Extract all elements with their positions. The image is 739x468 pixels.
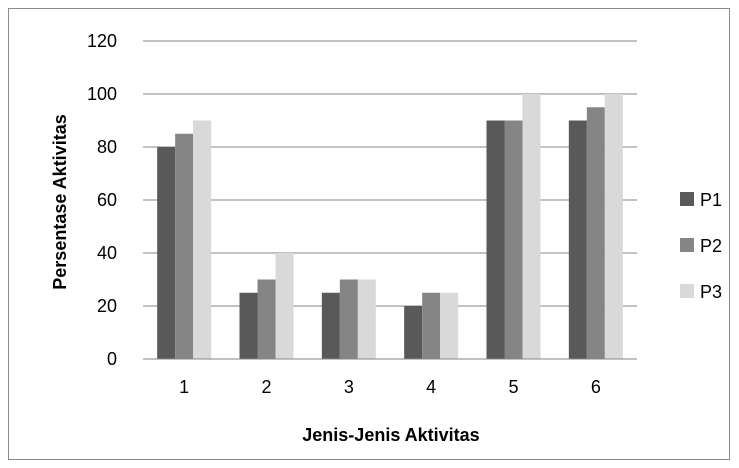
y-tick-label: 120: [87, 31, 117, 51]
bar-P3-3: [357, 279, 376, 359]
y-tick-label: 80: [97, 137, 117, 157]
bar-P2-6: [586, 107, 605, 359]
legend-swatch-P1: [680, 192, 694, 206]
bar-P1-2: [239, 292, 258, 359]
bar-P1-4: [404, 306, 423, 359]
gridlines: [143, 40, 637, 307]
bar-P3-1: [193, 120, 212, 359]
y-tick-label: 60: [97, 190, 117, 210]
x-tick-label: 3: [344, 377, 354, 397]
bar-P3-4: [440, 292, 459, 359]
x-tick-label: 4: [426, 377, 436, 397]
bar-P3-5: [522, 94, 541, 359]
x-axis-title: Jenis-Jenis Aktivitas: [302, 425, 479, 445]
bar-P3-2: [275, 253, 294, 359]
x-tick-label: 5: [508, 377, 518, 397]
y-axis-title: Persentase Aktivitas: [50, 114, 70, 289]
x-tick-label: 2: [261, 377, 271, 397]
bar-P2-4: [422, 292, 441, 359]
x-tick-label: 1: [179, 377, 189, 397]
bar-P1-6: [568, 120, 587, 359]
bar-P1-1: [157, 147, 176, 359]
legend-label-P3: P3: [700, 282, 722, 302]
bar-P1-5: [486, 120, 505, 359]
bar-P2-5: [504, 120, 523, 359]
legend-label-P1: P1: [700, 190, 722, 210]
y-tick-label: 20: [97, 296, 117, 316]
bars: [157, 94, 623, 359]
bar-P3-6: [604, 94, 623, 359]
legend-swatch-P3: [680, 284, 694, 298]
bar-P2-3: [339, 279, 358, 359]
x-tick-label: 6: [591, 377, 601, 397]
y-tick-label: 40: [97, 243, 117, 263]
bar-P2-2: [257, 279, 276, 359]
legend-label-P2: P2: [700, 236, 722, 256]
y-tick-labels: 0 20 40 60 80 100 120: [87, 31, 117, 369]
y-tick-label: 100: [87, 84, 117, 104]
x-tick-labels: 1 2 3 4 5 6: [179, 377, 601, 397]
legend-swatch-P2: [680, 238, 694, 252]
bar-P1-3: [321, 292, 340, 359]
legend: P1 P2 P3: [680, 190, 722, 302]
bar-P2-1: [175, 133, 194, 359]
y-tick-label: 0: [107, 349, 117, 369]
